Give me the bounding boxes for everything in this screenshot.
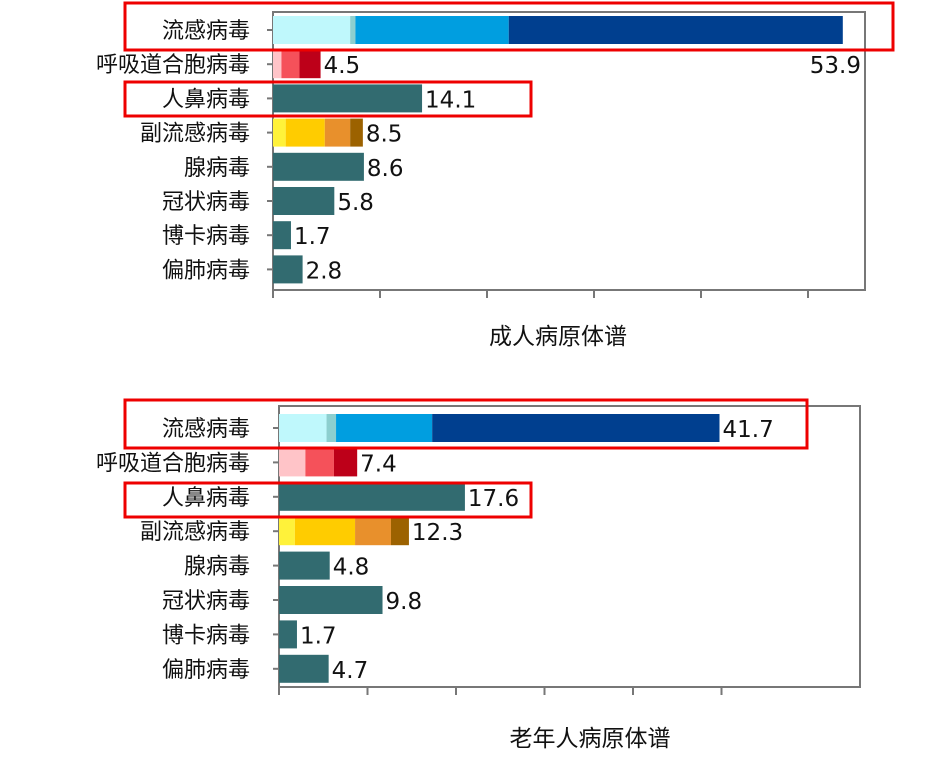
data-label: 8.5 bbox=[366, 122, 403, 148]
data-label: 14.1 bbox=[425, 87, 476, 113]
category-label: 腺病毒 bbox=[184, 156, 250, 181]
bar-segment bbox=[279, 654, 329, 683]
highlight-box bbox=[123, 80, 533, 118]
data-label: 4.7 bbox=[332, 658, 369, 684]
data-label: 4.8 bbox=[333, 555, 370, 581]
category-label: 偏肺病毒 bbox=[162, 258, 250, 283]
bar-segment bbox=[508, 16, 843, 44]
bar-segment bbox=[273, 16, 351, 44]
adult-pathogen-chart: 流感病毒 53.9 呼吸道合胞病毒 4.5 人鼻病毒 14.1 副流感病毒 8.5 腺病毒 8.6… bbox=[96, 1, 895, 298]
data-label: 17.6 bbox=[468, 486, 519, 512]
category-label: 博卡病毒 bbox=[162, 623, 250, 648]
bar-segment bbox=[273, 152, 364, 181]
bar-segment bbox=[279, 551, 330, 580]
bar-segment bbox=[305, 448, 334, 477]
bar-segment bbox=[333, 448, 358, 477]
bar-segment bbox=[324, 118, 351, 147]
bar-segment bbox=[350, 16, 356, 44]
data-label: 1.7 bbox=[294, 224, 331, 250]
bar-segment bbox=[294, 517, 356, 546]
bar-segment bbox=[390, 517, 409, 546]
data-label: 53.9 bbox=[810, 53, 861, 79]
category-label: 人鼻病毒 bbox=[162, 87, 250, 112]
category-label: 呼吸道合胞病毒 bbox=[96, 451, 250, 476]
bar-segment bbox=[279, 414, 327, 442]
bar-segment bbox=[273, 50, 282, 79]
category-label: 冠状病毒 bbox=[162, 589, 250, 614]
category-label: 腺病毒 bbox=[184, 555, 250, 580]
category-label: 博卡病毒 bbox=[162, 224, 250, 249]
highlight-box bbox=[123, 398, 809, 450]
category-label: 副流感病毒 bbox=[140, 122, 250, 147]
bar-segment bbox=[432, 414, 720, 442]
chart-title-adult: 成人病原体谱 bbox=[489, 324, 627, 350]
category-label: 偏肺病毒 bbox=[162, 658, 250, 683]
bar-segment bbox=[299, 50, 321, 79]
bar-segment bbox=[273, 118, 286, 147]
data-label: 41.7 bbox=[723, 417, 774, 443]
data-label: 1.7 bbox=[300, 623, 337, 649]
highlight-box bbox=[123, 1, 895, 52]
bar-segment bbox=[355, 16, 509, 44]
category-label: 呼吸道合胞病毒 bbox=[96, 53, 250, 78]
category-label: 流感病毒 bbox=[162, 417, 250, 442]
elderly-pathogen-chart: 流感病毒 41.7 呼吸道合胞病毒 7.4 人鼻病毒 17.6 副流感病毒 12.3 腺病毒 4.… bbox=[96, 398, 861, 695]
bar-segment bbox=[281, 50, 300, 79]
data-label: 4.5 bbox=[324, 53, 361, 79]
bar-segment bbox=[285, 118, 325, 147]
bar-segment bbox=[279, 620, 297, 649]
category-label: 流感病毒 bbox=[162, 19, 250, 44]
data-label: 5.8 bbox=[337, 190, 374, 216]
bar-segment bbox=[336, 414, 433, 442]
bar-segment bbox=[350, 118, 363, 147]
data-label: 9.8 bbox=[386, 589, 423, 615]
bar-segment bbox=[279, 586, 383, 614]
bar-segment bbox=[273, 255, 303, 284]
bar-segment bbox=[279, 448, 306, 477]
bar-segment bbox=[326, 414, 337, 442]
category-label: 人鼻病毒 bbox=[162, 486, 250, 511]
plot-frame bbox=[272, 11, 866, 291]
plot-frame bbox=[278, 405, 861, 688]
chart-title-elderly: 老年人病原体谱 bbox=[510, 726, 671, 752]
bar-segment bbox=[355, 517, 391, 546]
data-label: 2.8 bbox=[306, 258, 343, 284]
bar-segment bbox=[273, 84, 423, 113]
category-label: 副流感病毒 bbox=[140, 520, 250, 545]
bar-segment bbox=[279, 482, 465, 511]
data-label: 12.3 bbox=[412, 520, 463, 546]
highlight-box bbox=[123, 481, 533, 519]
data-label: 7.4 bbox=[360, 451, 397, 477]
bar-segment bbox=[273, 187, 335, 215]
bar-segment bbox=[273, 221, 291, 250]
data-label: 8.6 bbox=[367, 156, 404, 182]
bar-segment bbox=[279, 517, 295, 546]
category-label: 冠状病毒 bbox=[162, 190, 250, 215]
